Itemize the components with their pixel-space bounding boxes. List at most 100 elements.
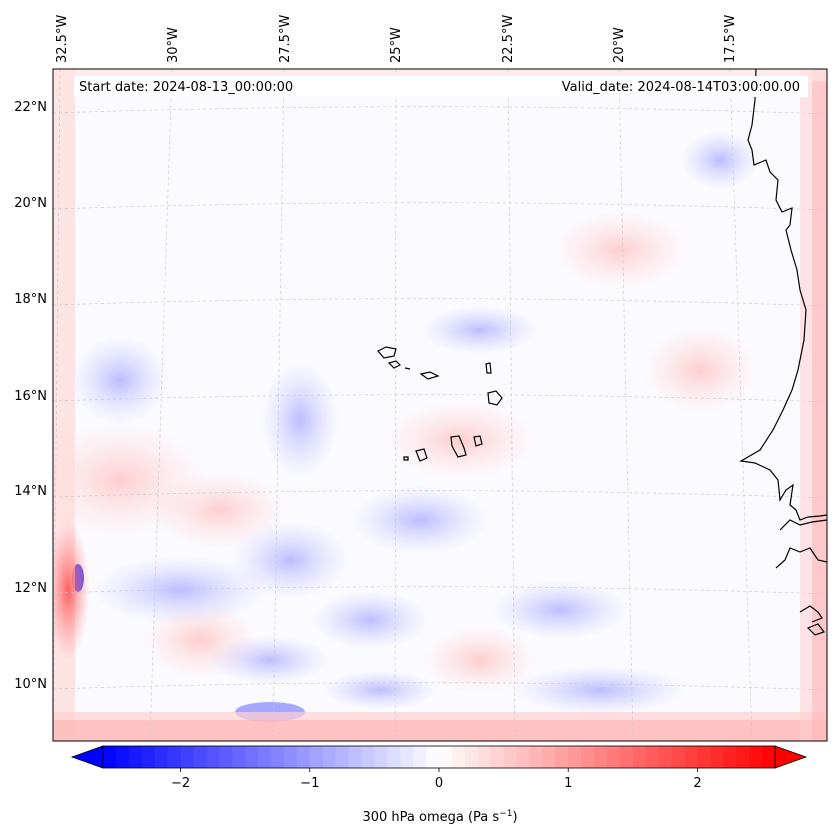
colorbar-min-extension — [70, 745, 104, 769]
sal-island — [485, 362, 492, 374]
colorbar-level-step — [762, 746, 776, 768]
colorbar-level-step — [180, 746, 194, 768]
omega-positive-patch — [380, 400, 540, 480]
colorbar-level-step — [451, 746, 466, 768]
colorbar-level-step — [645, 746, 660, 768]
colorbar-level-step — [749, 746, 763, 768]
colorbar-level-step — [581, 746, 595, 768]
colorbar-label-text: 300 hPa omega (Pa s — [362, 810, 499, 825]
colorbar-level-step — [710, 746, 724, 768]
omega-negative-patch — [490, 580, 630, 640]
parallel-22n — [52, 106, 828, 115]
meridian-25w — [394, 68, 397, 742]
lon-label: 27.5°W — [278, 15, 293, 63]
colorbar-level-step — [232, 746, 246, 768]
colorbar-level-step — [206, 746, 220, 768]
omega-negative-patch — [510, 665, 690, 715]
lon-label: 32.5°W — [55, 15, 70, 63]
lat-label: 20°N — [14, 196, 47, 211]
sao-nicolau-island — [419, 371, 440, 380]
colorbar-level-step — [594, 746, 608, 768]
omega-negative-patch — [310, 590, 430, 650]
colorbar-level-step — [439, 746, 453, 768]
lat-label: 16°N — [14, 389, 47, 404]
gambia-coastline — [779, 519, 828, 531]
meridian-17-5w — [729, 68, 753, 742]
colorbar-level-step — [723, 746, 737, 768]
colorbar-level-step — [477, 746, 492, 768]
colorbar-level-step — [103, 746, 117, 768]
colorbar-level-step — [568, 746, 582, 768]
colorbar: −2 −1 0 1 2 300 hPa omega (Pa s−1) — [70, 745, 808, 825]
colorbar-level-step — [516, 746, 530, 768]
colorbar-level-step — [671, 746, 686, 768]
colorbar-level-step — [245, 746, 259, 768]
bijagos-islands — [799, 605, 823, 623]
colorbar-tick-label: 1 — [564, 776, 572, 791]
omega-negative-patch — [210, 635, 330, 685]
longitude-labels: 32.5°W 30°W 27.5°W 25°W 22.5°W 20°W 17.5… — [55, 15, 738, 63]
meridian-27-5w — [272, 68, 285, 742]
parallel-14n — [52, 490, 828, 499]
meridian-30w — [149, 68, 173, 742]
omega-negative-patch — [320, 670, 440, 710]
lat-label: 12°N — [14, 581, 47, 596]
boa-vista-island — [487, 390, 503, 406]
colorbar-level-step — [529, 746, 543, 768]
fogo-island — [415, 448, 428, 462]
colorbar-level-step — [128, 746, 143, 768]
colorbar-level-step — [322, 746, 337, 768]
colorbar-level-step — [258, 746, 272, 768]
meridian-22-5w — [507, 68, 516, 742]
colorbar-level-step — [658, 746, 673, 768]
omega-negative-patch — [260, 360, 340, 480]
colorbar-level-step — [387, 746, 401, 768]
colorbar-level-step — [400, 746, 414, 768]
colorbar-level-step — [542, 746, 556, 768]
latitude-labels: 22°N 20°N 18°N 16°N 14°N 12°N 10°N — [14, 100, 47, 692]
omega-positive-patch — [420, 625, 540, 695]
guinea-bissau-coastline — [775, 547, 828, 569]
colorbar-level-step — [361, 746, 375, 768]
colorbar-level-step — [219, 746, 233, 768]
colorbar-tick-label: −1 — [300, 776, 319, 791]
omega-negative-patch — [350, 485, 490, 555]
parallel-10n — [52, 682, 828, 691]
colorbar-label-exponent: −1 — [499, 809, 512, 819]
colorbar-level-step — [167, 746, 182, 768]
colorbar-level-step — [464, 746, 479, 768]
lon-label: 22.5°W — [501, 15, 516, 63]
graticule — [52, 68, 828, 742]
map-panel: Start date: 2024-08-13_00:00:00 Valid_da… — [52, 68, 828, 742]
colorbar-tick-label: 2 — [693, 776, 701, 791]
colorbar-level-step — [503, 746, 518, 768]
sao-vicente-island — [387, 360, 402, 369]
colorbar-level-step — [335, 746, 350, 768]
omega-negative-patch — [680, 130, 760, 190]
parallel-20n — [52, 202, 828, 211]
colorbar-level-step — [684, 746, 698, 768]
africa-coastline — [739, 68, 828, 521]
colorbar-level-step — [607, 746, 621, 768]
colorbar-level-step — [736, 746, 750, 768]
map-frame — [52, 68, 828, 742]
colorbar-level-step — [697, 746, 711, 768]
omega-negative-patch — [70, 335, 170, 425]
colorbar-level-step — [271, 746, 285, 768]
colorbar-level-step — [141, 746, 156, 768]
colorbar-tick-label: 0 — [435, 776, 443, 791]
colorbar-level-step — [154, 746, 169, 768]
omega-positive-patch — [550, 210, 690, 290]
colorbar-label: 300 hPa omega (Pa s−1) — [362, 809, 517, 825]
colorbar-level-step — [619, 746, 634, 768]
santa-luzia-island — [404, 367, 411, 370]
lat-label: 14°N — [14, 484, 47, 499]
meridian-20w — [618, 68, 634, 742]
omega-boundary-strip — [53, 720, 827, 741]
bijagos-island — [806, 623, 825, 636]
lon-label: 20°W — [612, 27, 627, 63]
omega-positive-patch — [640, 325, 760, 415]
omega-field — [53, 69, 827, 741]
maio-island — [473, 435, 483, 447]
